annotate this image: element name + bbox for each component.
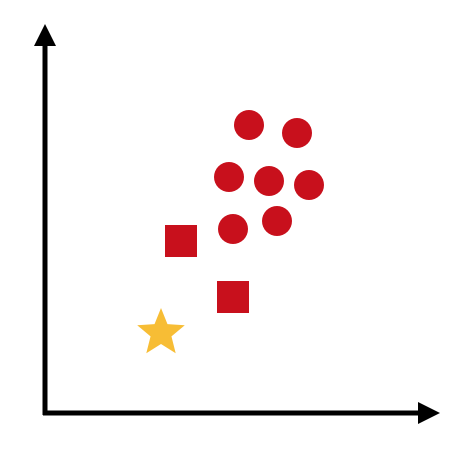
circle-point-6 bbox=[218, 214, 248, 244]
square-point-8 bbox=[165, 225, 197, 257]
axes bbox=[34, 24, 440, 424]
y-axis-arrowhead bbox=[34, 24, 56, 46]
circle-point-1 bbox=[234, 110, 264, 140]
circle-point-3 bbox=[214, 162, 244, 192]
data-points bbox=[137, 110, 324, 354]
circle-point-4 bbox=[254, 166, 284, 196]
star-point bbox=[137, 308, 185, 354]
circle-point-5 bbox=[294, 170, 324, 200]
x-axis-arrowhead bbox=[418, 402, 440, 424]
circle-point-7 bbox=[262, 206, 292, 236]
circle-point-2 bbox=[282, 118, 312, 148]
square-point-9 bbox=[217, 281, 249, 313]
